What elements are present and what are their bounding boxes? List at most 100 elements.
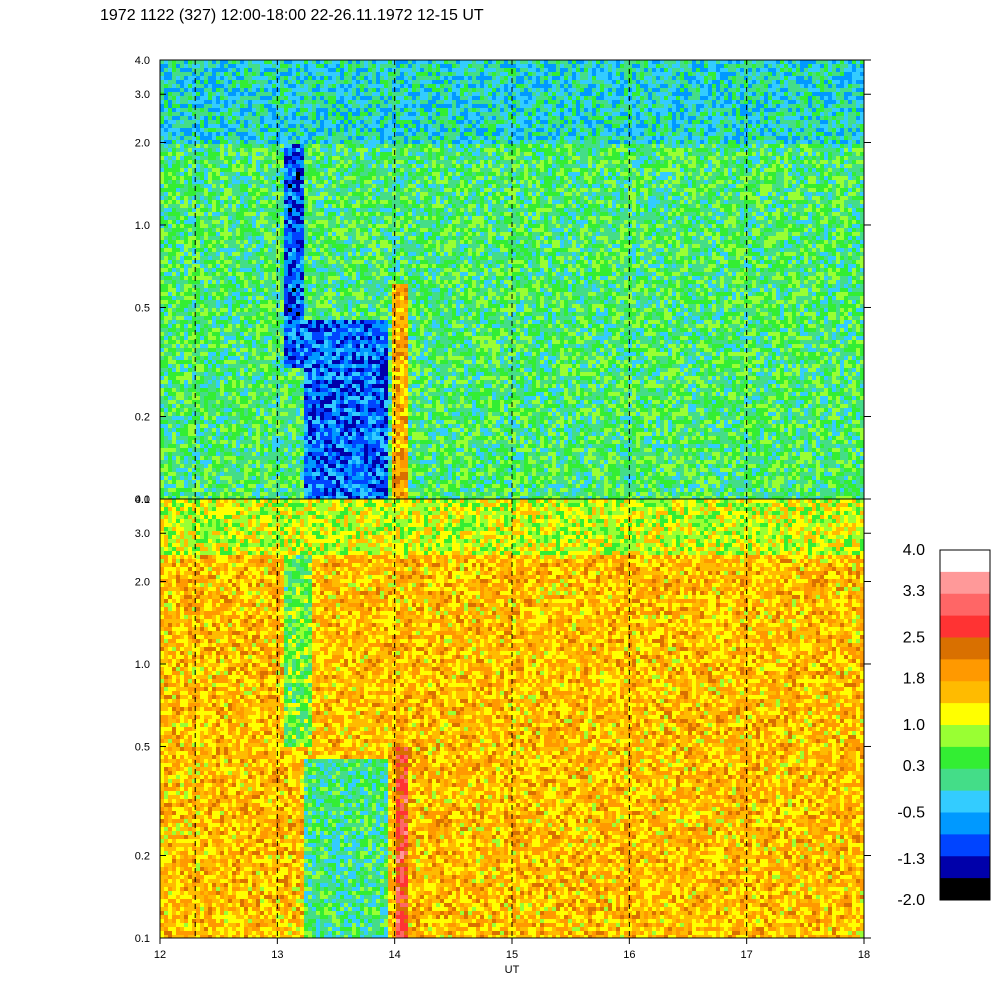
upper-heatmap-cell: [396, 68, 400, 72]
upper-heatmap-cell: [720, 164, 724, 168]
upper-heatmap-cell: [716, 128, 720, 132]
upper-heatmap-cell: [256, 160, 260, 164]
upper-heatmap-cell: [260, 128, 264, 132]
upper-heatmap-cell: [164, 72, 168, 76]
upper-heatmap-cell: [536, 136, 540, 140]
upper-heatmap-cell: [560, 68, 564, 72]
upper-heatmap-cell: [224, 76, 228, 80]
upper-heatmap-cell: [560, 88, 564, 92]
upper-heatmap-cell: [160, 144, 164, 148]
upper-heatmap-cell: [232, 72, 236, 76]
upper-heatmap-cell: [496, 108, 500, 112]
upper-heatmap-cell: [572, 136, 576, 140]
upper-heatmap-cell: [292, 160, 296, 164]
upper-heatmap-cell: [464, 144, 468, 148]
upper-heatmap-cell: [260, 100, 264, 104]
upper-heatmap-cell: [264, 128, 268, 132]
upper-heatmap-cell: [572, 68, 576, 72]
upper-heatmap-cell: [400, 76, 404, 80]
upper-heatmap-cell: [452, 152, 456, 156]
upper-heatmap-cell: [856, 112, 860, 116]
upper-heatmap-cell: [476, 124, 480, 128]
upper-heatmap-cell: [608, 148, 612, 152]
upper-heatmap-cell: [712, 124, 716, 128]
upper-heatmap-cell: [804, 72, 808, 76]
upper-heatmap-cell: [744, 104, 748, 108]
upper-heatmap-cell: [848, 76, 852, 80]
upper-heatmap-cell: [620, 136, 624, 140]
upper-heatmap-cell: [628, 152, 632, 156]
upper-heatmap-cell: [560, 156, 564, 160]
upper-heatmap-cell: [476, 96, 480, 100]
upper-heatmap-cell: [696, 92, 700, 96]
upper-heatmap-cell: [608, 128, 612, 132]
upper-heatmap-cell: [592, 132, 596, 136]
upper-heatmap-cell: [768, 60, 772, 64]
upper-heatmap-cell: [568, 60, 572, 64]
upper-heatmap-cell: [564, 72, 568, 76]
upper-heatmap-cell: [632, 156, 636, 160]
upper-heatmap-cell: [168, 148, 172, 152]
upper-heatmap-cell: [648, 128, 652, 132]
upper-heatmap-cell: [440, 128, 444, 132]
upper-heatmap-cell: [700, 92, 704, 96]
upper-heatmap-cell: [280, 168, 284, 172]
upper-heatmap-cell: [304, 116, 308, 120]
upper-heatmap-cell: [240, 100, 244, 104]
upper-heatmap-cell: [412, 92, 416, 96]
upper-heatmap-cell: [204, 120, 208, 124]
upper-heatmap-cell: [512, 84, 516, 88]
upper-heatmap-cell: [452, 156, 456, 160]
upper-heatmap-cell: [388, 64, 392, 68]
upper-heatmap-cell: [504, 132, 508, 136]
upper-heatmap-cell: [496, 124, 500, 128]
upper-heatmap-cell: [408, 72, 412, 76]
upper-heatmap-cell: [604, 168, 608, 172]
upper-heatmap-cell: [392, 112, 396, 116]
upper-heatmap-cell: [776, 68, 780, 72]
upper-heatmap-cell: [364, 140, 368, 144]
upper-heatmap-cell: [800, 108, 804, 112]
upper-heatmap-cell: [812, 80, 816, 84]
upper-heatmap-cell: [244, 68, 248, 72]
upper-heatmap-cell: [480, 148, 484, 152]
upper-heatmap-cell: [704, 96, 708, 100]
upper-heatmap-cell: [744, 148, 748, 152]
upper-heatmap-cell: [600, 124, 604, 128]
upper-heatmap-cell: [220, 116, 224, 120]
upper-heatmap-cell: [436, 112, 440, 116]
upper-heatmap-cell: [812, 116, 816, 120]
upper-heatmap-cell: [836, 168, 840, 172]
upper-heatmap-cell: [456, 88, 460, 92]
upper-heatmap-cell: [576, 120, 580, 124]
upper-heatmap-cell: [420, 152, 424, 156]
upper-heatmap-cell: [208, 84, 212, 88]
upper-heatmap-cell: [660, 168, 664, 172]
upper-heatmap-cell: [432, 144, 436, 148]
upper-heatmap-cell: [364, 164, 368, 168]
upper-heatmap-cell: [776, 156, 780, 160]
upper-heatmap-cell: [632, 148, 636, 152]
upper-heatmap-cell: [740, 92, 744, 96]
upper-heatmap-cell: [588, 124, 592, 128]
upper-heatmap-cell: [164, 64, 168, 68]
upper-heatmap-cell: [456, 164, 460, 168]
upper-heatmap-cell: [224, 116, 228, 120]
upper-heatmap-cell: [196, 172, 200, 176]
upper-heatmap-cell: [176, 112, 180, 116]
upper-heatmap-cell: [732, 76, 736, 80]
upper-heatmap-cell: [652, 128, 656, 132]
upper-heatmap-cell: [812, 96, 816, 100]
upper-heatmap-cell: [404, 76, 408, 80]
upper-heatmap-cell: [416, 72, 420, 76]
upper-heatmap-cell: [212, 168, 216, 172]
upper-heatmap-cell: [816, 92, 820, 96]
upper-heatmap-cell: [512, 168, 516, 172]
upper-heatmap-cell: [312, 172, 316, 176]
upper-heatmap-cell: [160, 120, 164, 124]
upper-heatmap-cell: [320, 148, 324, 152]
upper-heatmap-cell: [448, 72, 452, 76]
upper-heatmap-cell: [468, 120, 472, 124]
upper-heatmap-cell: [392, 92, 396, 96]
upper-heatmap-cell: [736, 84, 740, 88]
